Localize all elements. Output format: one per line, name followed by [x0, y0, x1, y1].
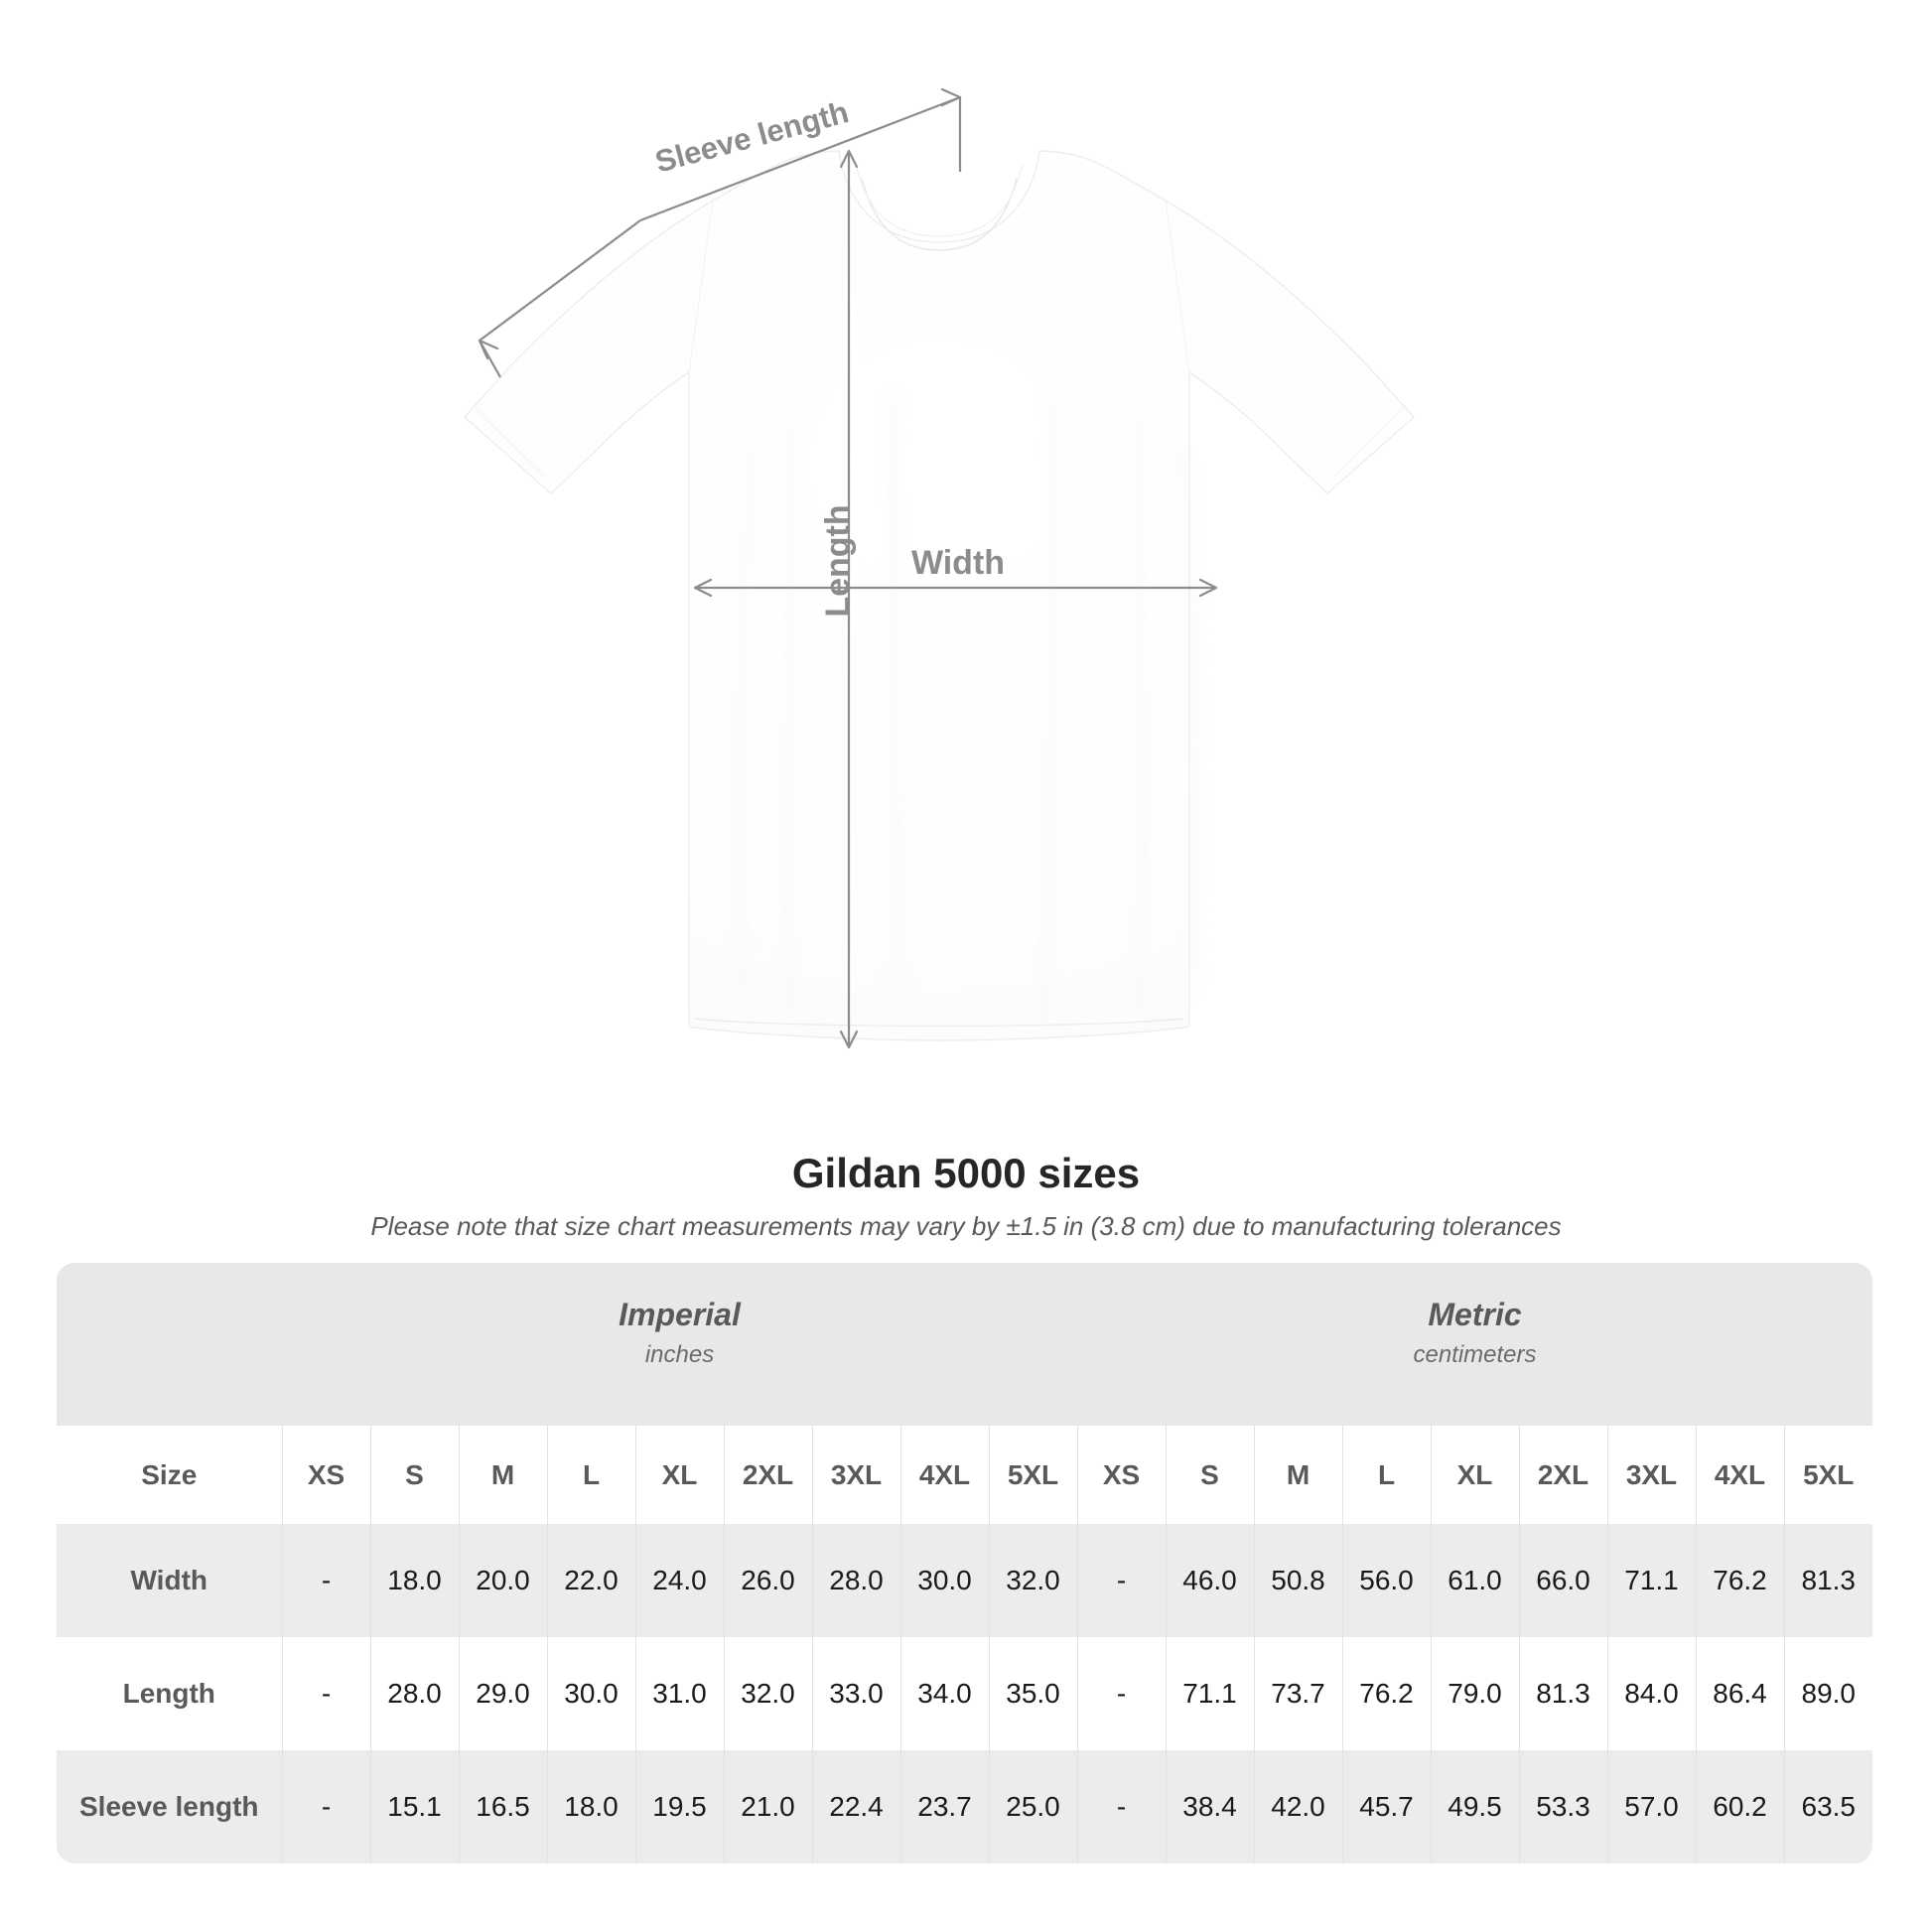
svg-text:Width: Width: [911, 544, 1005, 582]
svg-text:Length: Length: [819, 504, 857, 617]
